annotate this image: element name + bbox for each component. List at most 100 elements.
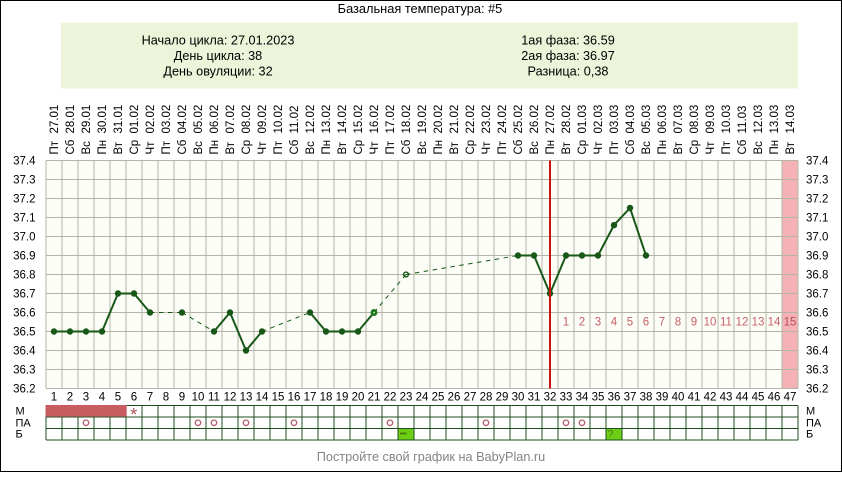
svg-text:Вс: Вс (417, 141, 429, 155)
svg-text:39: 39 (656, 392, 669, 404)
svg-text:Пн: Пн (209, 140, 221, 155)
svg-text:24: 24 (416, 392, 429, 404)
svg-text:Пт: Пт (609, 140, 621, 154)
svg-text:28.02: 28.02 (561, 105, 573, 134)
svg-text:21: 21 (368, 392, 381, 404)
svg-text:37.4: 37.4 (13, 156, 36, 168)
svg-text:08.02: 08.02 (241, 105, 253, 134)
svg-text:Вт: Вт (561, 141, 573, 154)
svg-text:28.01: 28.01 (65, 105, 77, 134)
svg-text:36.8: 36.8 (806, 270, 828, 282)
svg-text:Вс: Вс (641, 141, 653, 155)
svg-text:Пт: Пт (161, 140, 173, 154)
svg-text:37.1: 37.1 (806, 213, 828, 225)
svg-text:2: 2 (579, 317, 585, 329)
svg-text:14: 14 (768, 317, 781, 329)
svg-text:Чт: Чт (481, 141, 493, 155)
svg-text:Вт: Вт (673, 141, 685, 154)
svg-text:44: 44 (736, 392, 749, 404)
svg-text:6: 6 (643, 317, 649, 329)
svg-text:День цикла: 38: День цикла: 38 (174, 49, 262, 63)
svg-text:46: 46 (768, 392, 781, 404)
svg-text:1ая фаза: 36.59: 1ая фаза: 36.59 (521, 34, 615, 48)
svg-text:Пт: Пт (385, 140, 397, 154)
svg-text:15: 15 (784, 317, 797, 329)
svg-text:22: 22 (384, 392, 397, 404)
svg-text:3: 3 (83, 392, 89, 404)
svg-text:Вс: Вс (305, 141, 317, 155)
svg-text:5: 5 (115, 392, 121, 404)
svg-text:17.02: 17.02 (385, 105, 397, 134)
svg-text:Пт: Пт (721, 140, 733, 154)
svg-text:Пт: Пт (497, 140, 509, 154)
svg-text:Чт: Чт (369, 141, 381, 155)
svg-text:36.9: 36.9 (13, 251, 35, 263)
svg-text:36.5: 36.5 (13, 327, 35, 339)
svg-text:43: 43 (720, 392, 733, 404)
svg-text:36.8: 36.8 (13, 270, 35, 282)
svg-text:21.02: 21.02 (449, 105, 461, 134)
svg-text:День овуляции: 32: День овуляции: 32 (163, 65, 272, 79)
svg-text:04.02: 04.02 (177, 105, 189, 134)
svg-text:13.03: 13.03 (769, 105, 781, 134)
svg-text:33: 33 (560, 392, 573, 404)
svg-text:Сб: Сб (737, 139, 749, 154)
svg-text:36.7: 36.7 (13, 289, 35, 301)
svg-text:42: 42 (704, 392, 717, 404)
svg-text:06.03: 06.03 (657, 105, 669, 134)
svg-text:31.01: 31.01 (113, 105, 125, 134)
svg-text:09.03: 09.03 (705, 105, 717, 134)
svg-text:13.02: 13.02 (321, 105, 333, 134)
svg-text:7: 7 (147, 392, 153, 404)
svg-text:45: 45 (752, 392, 765, 404)
svg-text:36.2: 36.2 (806, 384, 828, 396)
svg-text:37.0: 37.0 (806, 232, 828, 244)
svg-text:10.03: 10.03 (721, 105, 733, 134)
svg-text:27.01: 27.01 (49, 105, 61, 134)
svg-text:36.9: 36.9 (806, 251, 828, 263)
svg-text:Чт: Чт (145, 141, 157, 155)
svg-text:37.4: 37.4 (806, 156, 829, 168)
svg-text:М: М (806, 406, 815, 418)
svg-text:13: 13 (240, 392, 253, 404)
svg-text:28: 28 (480, 392, 493, 404)
svg-text:Сб: Сб (513, 139, 525, 154)
svg-text:23.02: 23.02 (481, 105, 493, 134)
svg-text:Вт: Вт (785, 141, 797, 154)
svg-text:10: 10 (704, 317, 717, 329)
svg-text:36.4: 36.4 (806, 346, 829, 358)
svg-text:36.4: 36.4 (13, 346, 36, 358)
svg-text:40: 40 (672, 392, 685, 404)
svg-text:19: 19 (336, 392, 349, 404)
svg-text:27.02: 27.02 (545, 105, 557, 134)
svg-text:1: 1 (563, 317, 569, 329)
svg-text:Ср: Ср (577, 140, 589, 155)
svg-text:2ая фаза: 36.97: 2ая фаза: 36.97 (521, 49, 615, 63)
svg-text:М: М (16, 406, 25, 418)
svg-text:11.03: 11.03 (737, 106, 749, 134)
svg-text:20: 20 (352, 392, 365, 404)
svg-text:Вс: Вс (529, 141, 541, 155)
svg-text:37.3: 37.3 (13, 175, 35, 187)
svg-text:Пн: Пн (433, 140, 445, 155)
svg-text:14: 14 (256, 392, 269, 404)
svg-text:07.02: 07.02 (225, 105, 237, 134)
svg-text:29: 29 (496, 392, 509, 404)
svg-text:18: 18 (320, 392, 333, 404)
svg-text:Разница: 0,38: Разница: 0,38 (528, 65, 609, 79)
svg-text:1: 1 (51, 392, 57, 404)
svg-text:07.03: 07.03 (673, 105, 685, 134)
svg-text:Вс: Вс (81, 141, 93, 155)
svg-text:Ср: Ср (241, 140, 253, 155)
svg-text:25: 25 (432, 392, 445, 404)
svg-text:Начало цикла: 27.01.2023: Начало цикла: 27.01.2023 (142, 34, 295, 48)
svg-text:Сб: Сб (65, 139, 77, 154)
svg-text:9: 9 (691, 317, 697, 329)
svg-text:25.02: 25.02 (513, 105, 525, 134)
svg-text:16.02: 16.02 (369, 105, 381, 134)
svg-text:Пт: Пт (49, 140, 61, 154)
svg-text:Базальная температура: #5: Базальная температура: #5 (338, 1, 503, 16)
svg-text:Вт: Вт (225, 141, 237, 154)
svg-text:Сб: Сб (401, 139, 413, 154)
svg-text:11: 11 (720, 317, 732, 329)
